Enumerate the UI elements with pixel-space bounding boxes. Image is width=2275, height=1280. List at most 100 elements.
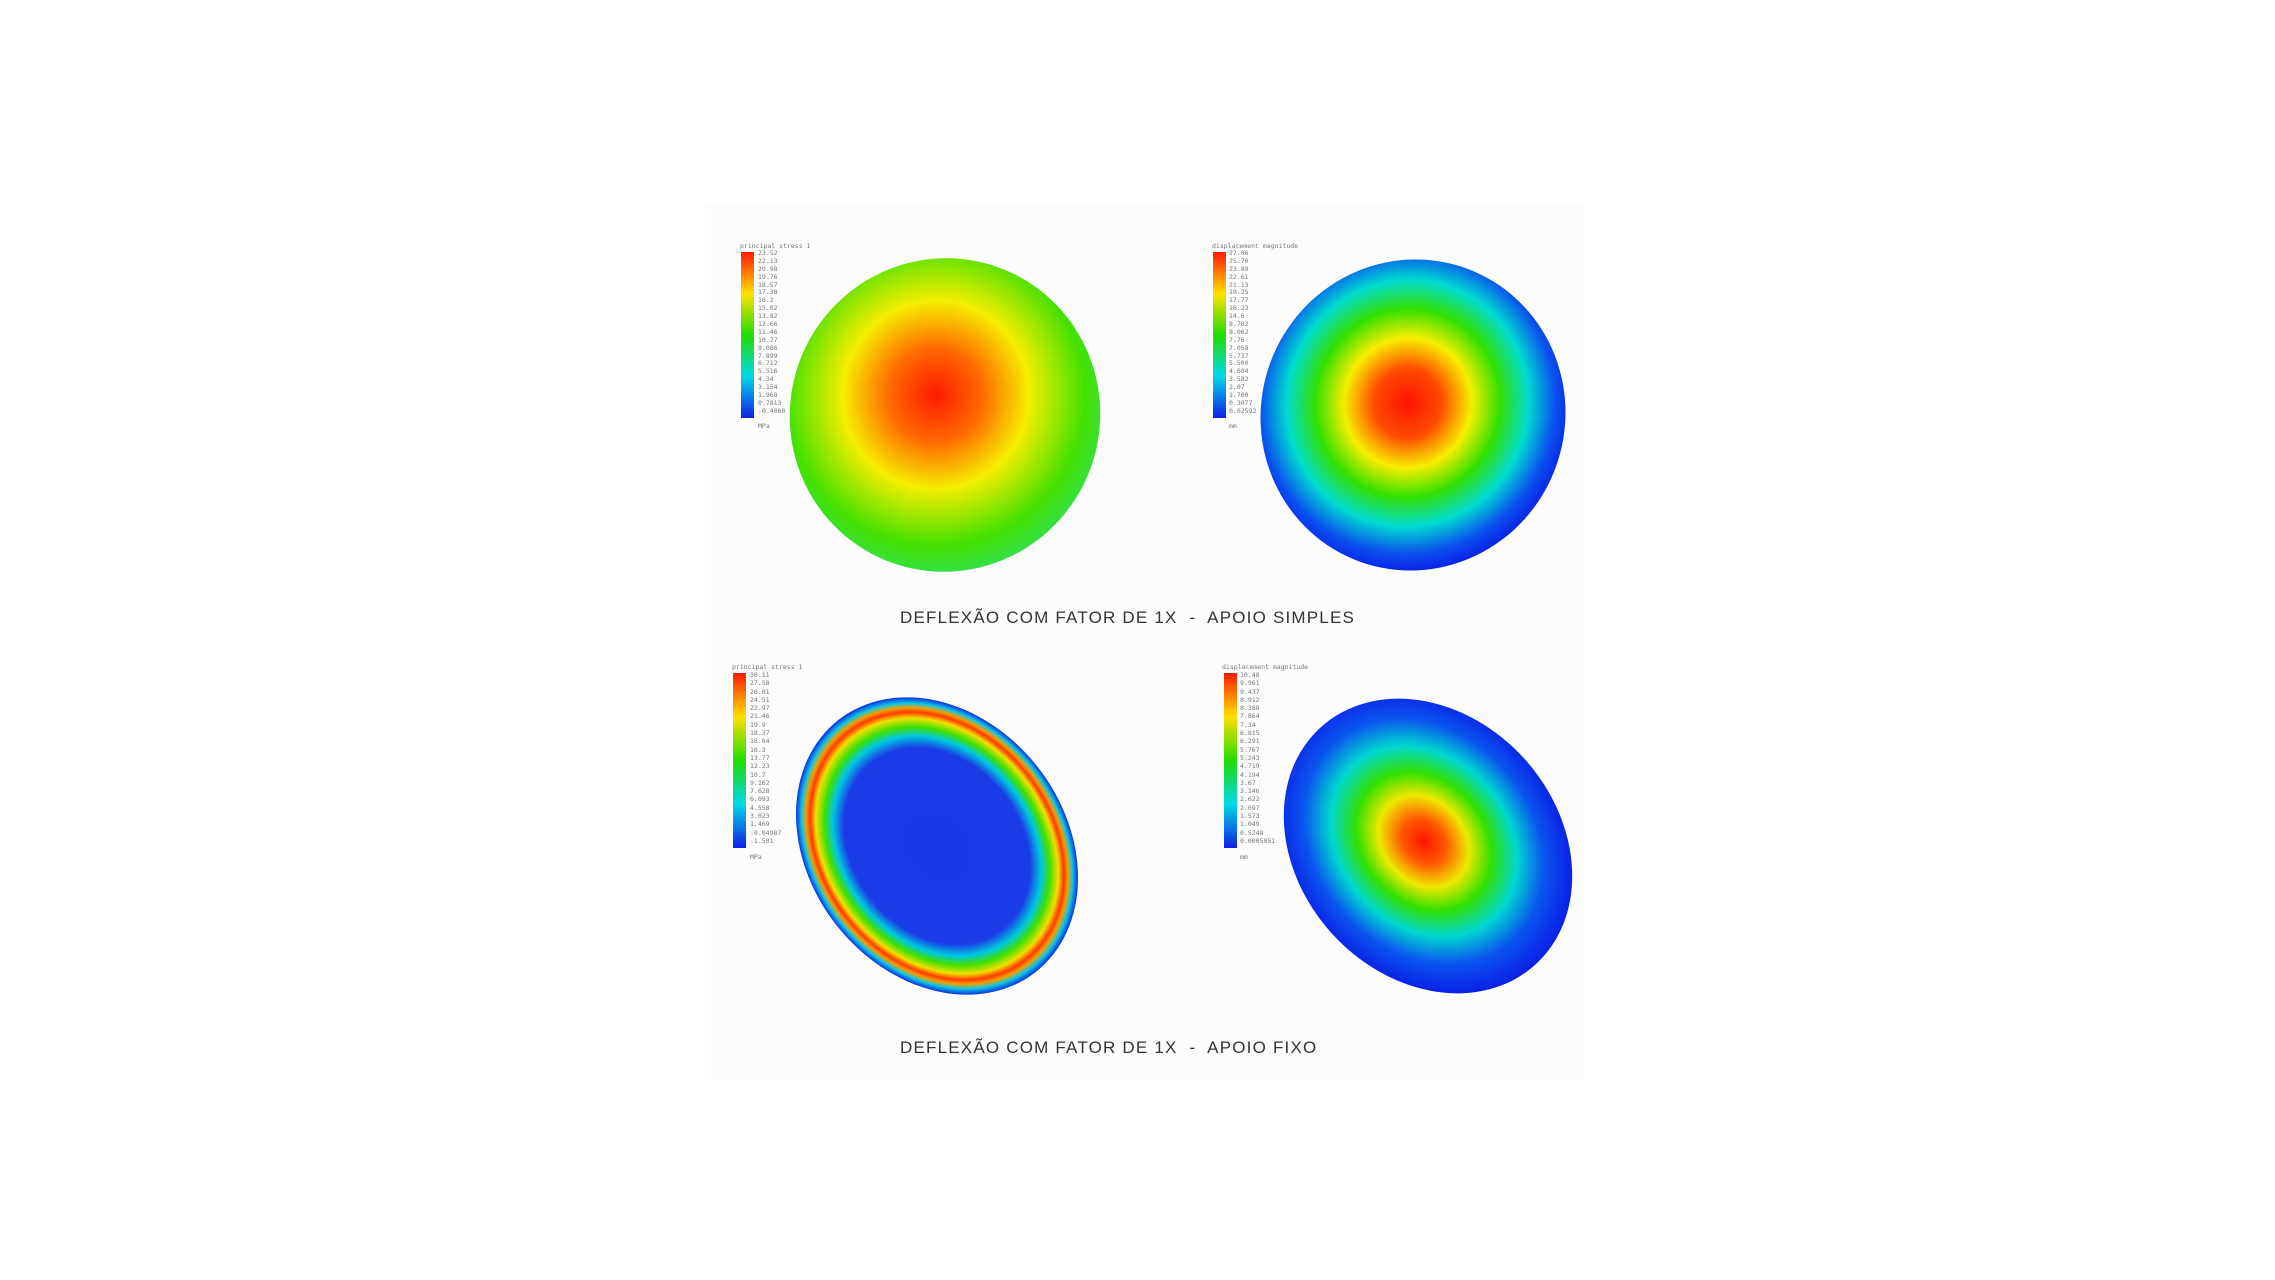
legend-value: -0.04987 bbox=[750, 828, 782, 837]
legend-value: 10.7 bbox=[750, 770, 766, 779]
legend-value: 25.70 bbox=[1229, 256, 1249, 265]
legend-value: 5.243 bbox=[1240, 753, 1260, 762]
legend-value: 26.01 bbox=[750, 687, 770, 696]
legend-value: 9.437 bbox=[1240, 687, 1260, 696]
legend-value: 3.582 bbox=[1229, 375, 1249, 384]
legend-colorbar bbox=[1213, 252, 1226, 418]
legend-value: 6.291 bbox=[1240, 737, 1260, 746]
legend-value: 5.516 bbox=[758, 367, 778, 376]
legend-value: 12.66 bbox=[758, 320, 778, 329]
legend-value: 0.7813 bbox=[758, 398, 782, 407]
legend-value: 14.6 bbox=[1229, 312, 1245, 321]
legend-value: 6.712 bbox=[758, 359, 778, 368]
plate-stress-fixed bbox=[796, 697, 1078, 995]
legend-value: 3.67 bbox=[1240, 778, 1256, 787]
legend-value: 3.154 bbox=[758, 383, 778, 392]
legend-value: 16.3 bbox=[750, 745, 766, 754]
legend-value: 17.77 bbox=[1229, 296, 1249, 305]
caption-simple-support: DEFLEXÃO COM FATOR DE 1X - APOIO SIMPLES bbox=[900, 608, 1356, 627]
legend-value: 9.162 bbox=[750, 778, 770, 787]
legend-value: 19.9 bbox=[750, 720, 766, 729]
legend-value: 21.46 bbox=[750, 712, 770, 721]
legend-value: 3.023 bbox=[750, 812, 770, 821]
legend-value: 0.5248 bbox=[1240, 828, 1264, 837]
legend-value: 3.146 bbox=[1240, 787, 1260, 796]
legend-value: 19.25 bbox=[1229, 288, 1249, 297]
legend-value: -1.501 bbox=[750, 836, 774, 845]
legend-value: 21.13 bbox=[1229, 280, 1249, 289]
legend-value: 7.628 bbox=[750, 787, 770, 796]
legend-value: 4.194 bbox=[1240, 770, 1260, 779]
legend-value: 5.500 bbox=[1229, 359, 1249, 368]
legend-value: 1.469 bbox=[750, 820, 770, 829]
legend-value: 7.058 bbox=[1229, 343, 1249, 352]
legend-value: 20.98 bbox=[758, 264, 778, 273]
legend-value: 4.34 bbox=[758, 375, 774, 384]
legend-value: 4.558 bbox=[750, 803, 770, 812]
legend-value: 0.02592 bbox=[1229, 406, 1257, 415]
legend-value: 22.61 bbox=[1229, 272, 1249, 281]
legend-value: 5.767 bbox=[1240, 745, 1260, 754]
legend-value: 17.38 bbox=[758, 288, 778, 297]
legend-colorbar bbox=[733, 673, 746, 848]
legend-unit: mm bbox=[1240, 853, 1248, 861]
legend-value: 5.737 bbox=[1229, 351, 1249, 360]
legend-value: 23.52 bbox=[758, 249, 778, 257]
legend-value: 8.062 bbox=[1229, 327, 1249, 336]
legend-value: 27.58 bbox=[750, 679, 770, 688]
legend-value: 10.48 bbox=[1240, 671, 1260, 679]
legend-value: 7.76 bbox=[1229, 335, 1245, 344]
legend-value: 13.82 bbox=[758, 312, 778, 321]
legend-unit: MPa bbox=[750, 853, 762, 861]
legend-value: 2.097 bbox=[1240, 803, 1260, 812]
legend-value: 30.11 bbox=[750, 671, 770, 679]
legend-value: 16.84 bbox=[750, 737, 770, 746]
legend-unit: mm bbox=[1229, 422, 1237, 430]
legend-value: 16.23 bbox=[1229, 304, 1249, 313]
plate-displacement-fixed bbox=[1283, 698, 1573, 994]
legend-value: 7.864 bbox=[1240, 712, 1260, 721]
legend-value: 2.07 bbox=[1229, 383, 1245, 392]
legend-value: 16.2 bbox=[758, 296, 774, 305]
legend-value: 1.700 bbox=[1229, 391, 1249, 400]
legend-value: 6.093 bbox=[750, 795, 770, 804]
legend-value: 10.27 bbox=[758, 335, 778, 344]
legend-value: 0.0005051 bbox=[1240, 836, 1276, 845]
legend-value: 19.76 bbox=[758, 272, 778, 281]
legend-value: 6.815 bbox=[1240, 729, 1260, 738]
legend-value: 8.702 bbox=[1229, 320, 1249, 329]
legend-colorbar bbox=[741, 252, 754, 418]
legend-value: 4.604 bbox=[1229, 367, 1249, 376]
legend-value: 7.34 bbox=[1240, 720, 1256, 729]
legend-value: 0.3077 bbox=[1229, 398, 1253, 407]
legend-value: 23.89 bbox=[1229, 264, 1249, 273]
legend-value: 18.37 bbox=[750, 729, 770, 738]
legend-value: 22.97 bbox=[750, 704, 770, 713]
legend-value: 1.968 bbox=[758, 391, 778, 400]
legend-value: 2.622 bbox=[1240, 795, 1260, 804]
legend-value: 7.899 bbox=[758, 351, 778, 360]
legend-value: 1.573 bbox=[1240, 812, 1260, 821]
legend-unit: MPa bbox=[758, 422, 770, 430]
legend-value: 8.388 bbox=[1240, 704, 1260, 713]
legend-title: displacement magnitude bbox=[1212, 242, 1299, 250]
legend-value: 13.77 bbox=[750, 753, 770, 762]
legend-colorbar bbox=[1224, 673, 1237, 848]
legend-value: 24.51 bbox=[750, 695, 770, 704]
legend-value: 27.06 bbox=[1229, 249, 1249, 257]
legend-value: 11.46 bbox=[758, 327, 778, 336]
plate-displacement-simple bbox=[1260, 259, 1566, 571]
legend-value: 15.02 bbox=[758, 304, 778, 313]
legend-value: 1.049 bbox=[1240, 820, 1260, 829]
caption-fixed-support: DEFLEXÃO COM FATOR DE 1X - APOIO FIXO bbox=[900, 1038, 1318, 1057]
legend-title: principal stress 1 bbox=[732, 663, 803, 671]
plate-stress-simple bbox=[789, 258, 1101, 572]
legend-value: 8.912 bbox=[1240, 695, 1260, 704]
legend-value: 9.961 bbox=[1240, 679, 1260, 688]
legend-title: principal stress 1 bbox=[740, 242, 811, 250]
legend-title: displacement magnitude bbox=[1222, 663, 1309, 671]
legend-value: 22.13 bbox=[758, 256, 778, 265]
legend-value: 4.719 bbox=[1240, 762, 1260, 771]
legend-value: 9.086 bbox=[758, 343, 778, 352]
